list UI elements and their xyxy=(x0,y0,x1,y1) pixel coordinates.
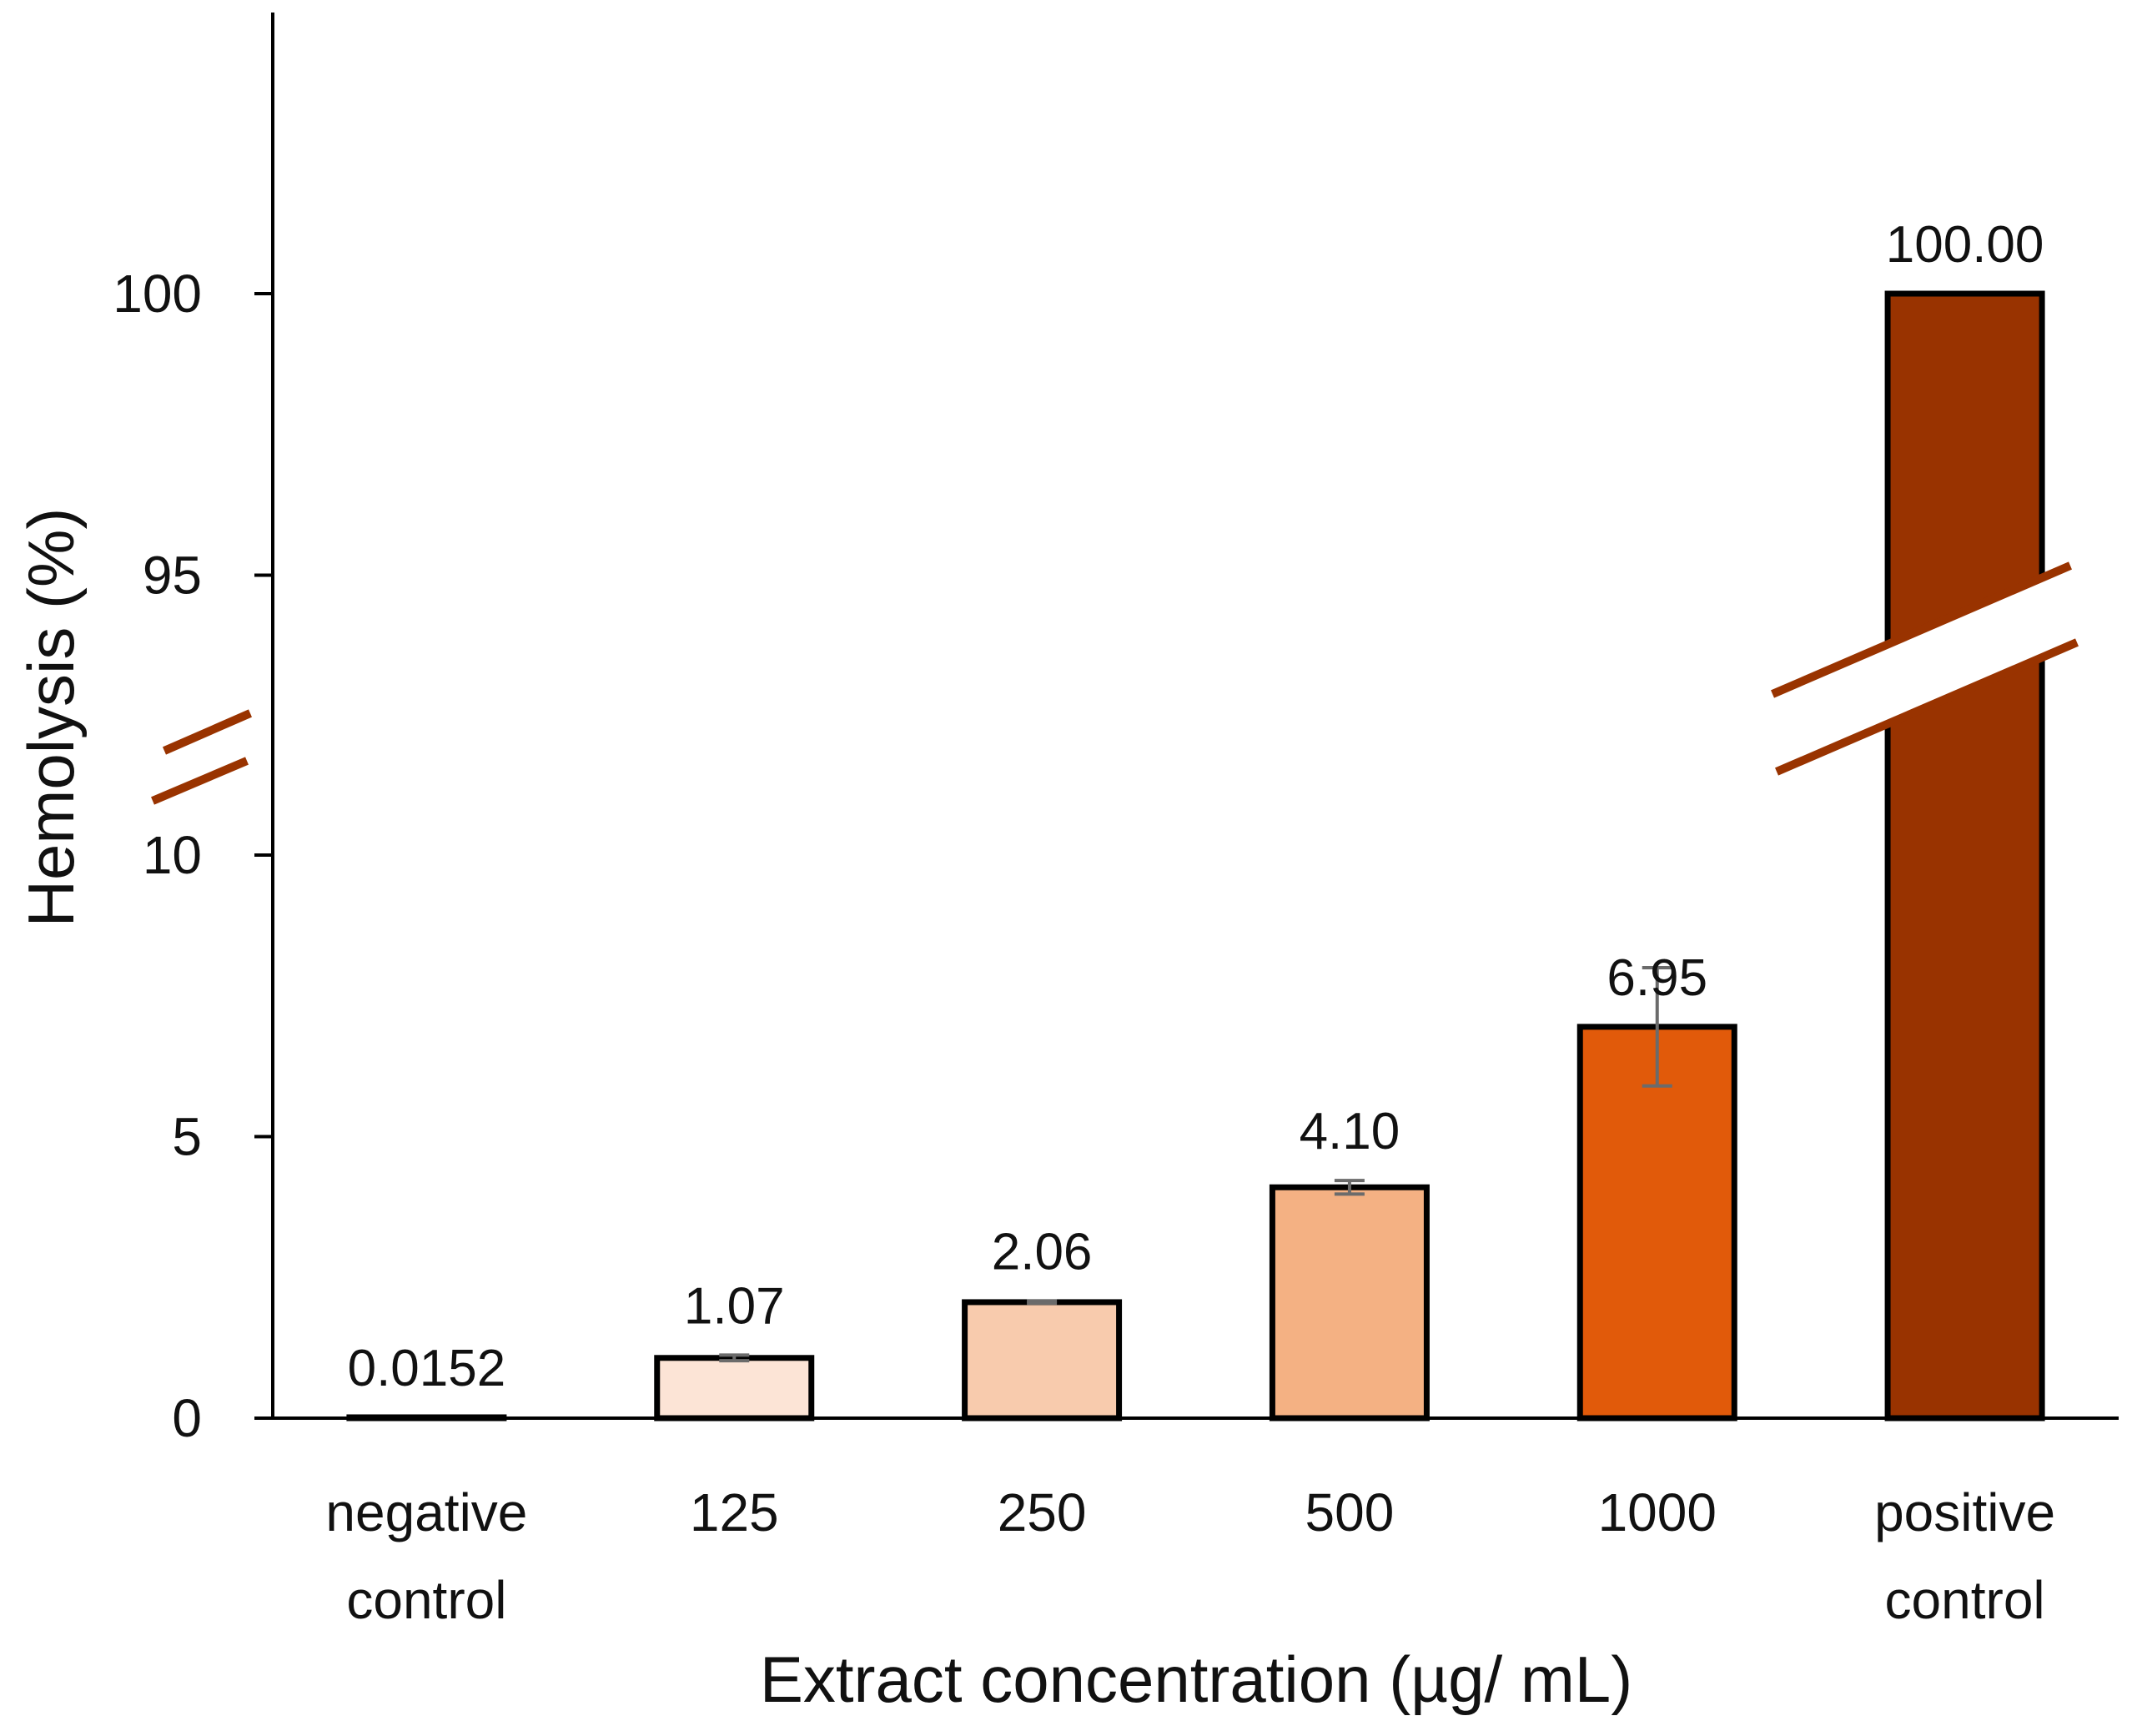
bar-break-gap xyxy=(1772,566,2077,772)
y-tick-label-95: 95 xyxy=(143,546,202,606)
x-axis-title: Extract concentration (µg/ mL) xyxy=(760,1643,1632,1716)
data-label-0: 0.0152 xyxy=(348,1340,506,1397)
category-label-0-0: negative xyxy=(325,1482,527,1542)
y-tick-label-0: 0 xyxy=(172,1388,202,1448)
bar-2 xyxy=(962,1299,1123,1422)
y-tick-label-10: 10 xyxy=(143,825,202,885)
y-tick-label-5: 5 xyxy=(172,1107,202,1167)
y-axis-break-mark-upper xyxy=(162,709,253,755)
category-label-2-0: 250 xyxy=(998,1482,1087,1542)
category-label-3-0: 500 xyxy=(1305,1482,1395,1542)
data-label-2: 2.06 xyxy=(992,1224,1093,1281)
bar-5 xyxy=(1884,290,2045,1422)
bar-1 xyxy=(654,1355,815,1422)
data-label-4: 6.95 xyxy=(1607,949,1707,1007)
y-tick-label-100: 100 xyxy=(113,264,202,324)
data-label-5: 100.00 xyxy=(1886,216,2044,274)
axes xyxy=(151,13,2119,1420)
data-label-1: 1.07 xyxy=(684,1277,785,1335)
category-label-0-1: control xyxy=(346,1570,506,1630)
data-label-3: 4.10 xyxy=(1300,1103,1400,1160)
bar-break-line-lower xyxy=(1775,638,2079,776)
category-label-5-0: positive xyxy=(1874,1482,2055,1542)
bar-0 xyxy=(346,1414,507,1422)
y-axis-break-mark-lower xyxy=(151,757,249,805)
category-label-5-1: control xyxy=(1885,1570,2045,1630)
labels: 0 5 10 95 100 0.0152 negative control 1.07 125 2.0… xyxy=(113,216,2055,1630)
bars xyxy=(346,290,2079,1422)
bar-3 xyxy=(1269,1184,1430,1422)
category-label-4-0: 1000 xyxy=(1598,1482,1717,1542)
category-label-1-0: 125 xyxy=(690,1482,779,1542)
bar-break-line-upper xyxy=(1771,561,2072,698)
y-axis-title: Hemolysis (%) xyxy=(14,508,88,928)
